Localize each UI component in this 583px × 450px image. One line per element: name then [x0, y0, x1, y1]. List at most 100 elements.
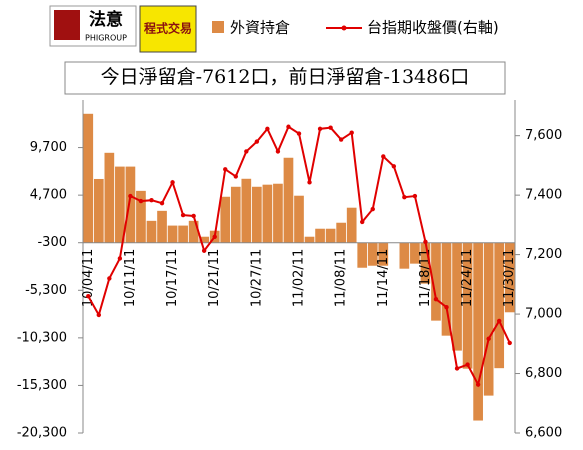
- y-tick-label: -5,300: [25, 283, 67, 298]
- y-tick-label: 9,700: [30, 140, 67, 155]
- bar: [325, 228, 336, 243]
- line-marker: [349, 130, 354, 135]
- x-tick-label: 10/17/11: [165, 249, 180, 307]
- y-tick-label: 4,700: [30, 188, 67, 203]
- line-marker: [117, 256, 123, 261]
- line-marker: [360, 219, 365, 225]
- bar: [441, 242, 452, 336]
- bar: [378, 242, 389, 266]
- bar: [504, 242, 515, 313]
- line-marker: [381, 154, 386, 159]
- bar: [410, 242, 420, 264]
- line-marker: [296, 131, 302, 136]
- bar: [483, 242, 494, 396]
- line-marker: [317, 126, 323, 132]
- bar: [494, 242, 505, 369]
- bar: [252, 186, 262, 243]
- bar: [104, 152, 115, 243]
- line-marker: [233, 174, 238, 179]
- bar: [188, 220, 199, 243]
- x-tick-label: 10/04/11: [81, 249, 96, 307]
- y2-tick-label: 6,800: [525, 366, 562, 381]
- bar: [357, 242, 368, 268]
- bar: [367, 242, 378, 266]
- y-tick-label: -300: [37, 235, 67, 250]
- line-marker: [275, 149, 281, 154]
- line-marker: [170, 180, 175, 185]
- line-marker: [496, 318, 502, 324]
- line-marker: [265, 126, 270, 132]
- line-marker: [96, 312, 102, 318]
- bar: [399, 242, 410, 269]
- bar: [420, 242, 431, 284]
- line-marker: [475, 382, 481, 387]
- line-marker: [486, 336, 491, 341]
- bar: [230, 186, 241, 243]
- line-marker: [391, 164, 397, 169]
- bar: [178, 225, 188, 243]
- bar: [336, 222, 346, 243]
- y-tick-label: -15,300: [17, 378, 67, 393]
- x-tick-label: 10/27/11: [249, 249, 264, 307]
- line-marker: [412, 193, 418, 199]
- line-marker: [402, 195, 407, 200]
- line-marker: [370, 206, 375, 212]
- logo-name: 法意: [89, 9, 123, 30]
- bar: [241, 178, 252, 243]
- x-tick-label: 11/30/11: [502, 249, 517, 307]
- y2-tick-label: 7,400: [525, 188, 562, 203]
- x-tick-label: 11/02/11: [292, 249, 307, 307]
- line-marker: [86, 294, 91, 299]
- bar: [452, 242, 462, 351]
- bar: [315, 228, 325, 243]
- y2-tick-label: 7,000: [525, 307, 562, 322]
- x-tick-label: 10/21/11: [207, 249, 222, 307]
- legend-label: 外資持倉: [230, 19, 290, 37]
- line-marker: [454, 366, 460, 371]
- line-marker: [507, 340, 512, 346]
- line-marker: [444, 305, 449, 310]
- x-tick-label: 11/18/11: [418, 249, 433, 307]
- line-marker: [149, 197, 154, 203]
- bar: [115, 166, 125, 243]
- y2-tick-label: 7,200: [525, 247, 562, 262]
- line-marker: [423, 239, 428, 245]
- chart-title: 今日淨留倉-7612口，前日淨留倉-13486口: [101, 66, 470, 88]
- legend-marker: [341, 25, 347, 31]
- line-marker: [159, 200, 165, 206]
- x-tick-label: 11/14/11: [376, 249, 391, 307]
- line-marker: [223, 167, 228, 172]
- bar: [273, 183, 283, 243]
- x-tick-label: 11/08/11: [334, 249, 349, 307]
- bar: [93, 178, 104, 243]
- bar: [125, 166, 136, 243]
- line-marker: [338, 137, 344, 142]
- line-marker: [128, 193, 133, 199]
- legend-label: 台指期收盤價(右軸): [367, 19, 499, 37]
- logo-icon: [54, 10, 80, 40]
- line-marker: [465, 362, 470, 367]
- y-tick-label: -20,300: [17, 426, 67, 441]
- line-marker: [244, 149, 249, 154]
- line-marker: [433, 297, 439, 302]
- line-marker: [286, 124, 291, 129]
- bar: [294, 195, 304, 243]
- x-tick-label: 11/24/11: [460, 249, 475, 307]
- bar: [304, 236, 315, 243]
- line-marker: [107, 276, 112, 281]
- logo-box-2: [139, 5, 197, 53]
- bar: [83, 113, 94, 243]
- y-tick-label: -10,300: [17, 330, 67, 345]
- bar: [220, 196, 231, 243]
- logo-sub: PHIGROUP: [85, 34, 127, 43]
- bar: [167, 225, 178, 243]
- line-marker: [138, 198, 144, 204]
- line-marker: [212, 234, 217, 239]
- x-tick-label: 10/11/11: [123, 249, 138, 307]
- line-marker: [328, 125, 333, 130]
- logo-label: 程式交易: [144, 21, 192, 36]
- bar: [157, 210, 167, 243]
- y2-tick-label: 6,600: [525, 426, 562, 441]
- y2-tick-label: 7,600: [525, 128, 562, 143]
- legend-swatch: [212, 21, 224, 33]
